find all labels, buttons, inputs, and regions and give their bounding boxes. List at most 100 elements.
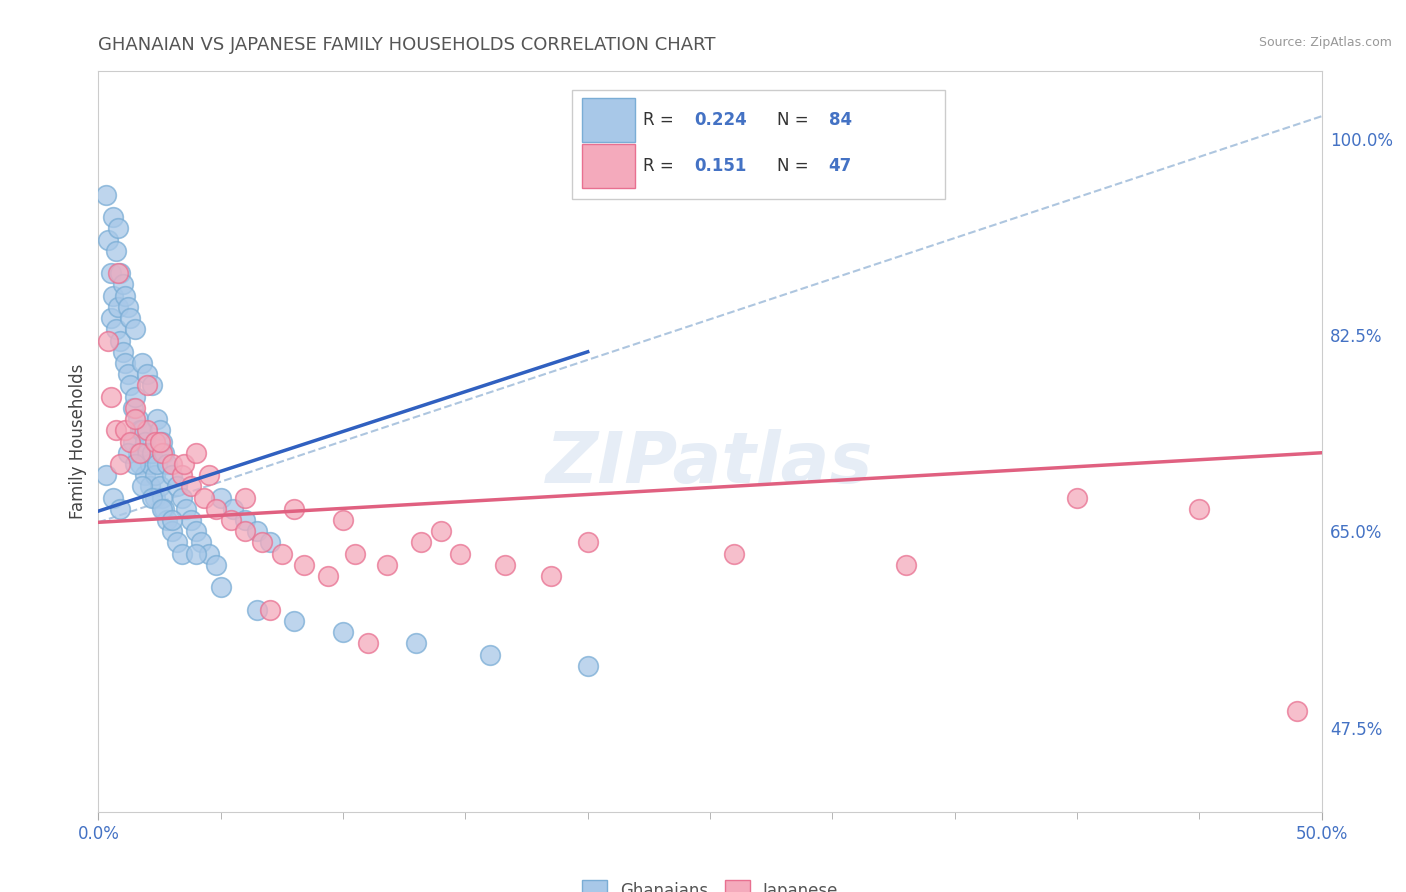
Point	[283, 501, 305, 516]
Point	[139, 457, 162, 471]
Point	[107, 221, 129, 235]
Point	[114, 356, 136, 370]
Point	[136, 446, 159, 460]
Point	[375, 558, 398, 572]
Text: ZIPatlas: ZIPatlas	[547, 429, 873, 499]
Point	[131, 356, 153, 370]
Point	[149, 434, 172, 449]
Point	[124, 401, 146, 415]
Point	[121, 401, 143, 415]
Point	[411, 535, 433, 549]
Point	[124, 412, 146, 426]
Point	[156, 457, 179, 471]
Point	[110, 457, 132, 471]
Point	[131, 423, 153, 437]
Point	[101, 491, 124, 505]
Point	[197, 468, 219, 483]
Point	[97, 334, 120, 348]
Point	[318, 569, 340, 583]
Text: 47: 47	[828, 157, 852, 175]
Point	[150, 501, 173, 516]
Point	[127, 412, 149, 426]
Point	[292, 558, 315, 572]
Y-axis label: Family Households: Family Households	[69, 364, 87, 519]
Point	[252, 535, 274, 549]
Point	[107, 300, 129, 314]
Point	[117, 446, 139, 460]
Point	[149, 479, 172, 493]
Point	[270, 547, 294, 561]
Point	[150, 491, 173, 505]
Point	[104, 423, 127, 437]
Text: 84: 84	[828, 112, 852, 129]
Point	[478, 648, 501, 662]
Point	[186, 524, 208, 539]
Point	[150, 434, 173, 449]
Point	[124, 322, 146, 336]
Point	[1066, 491, 1088, 505]
Point	[576, 659, 599, 673]
Point	[141, 378, 163, 392]
Text: R =: R =	[643, 112, 679, 129]
Point	[576, 535, 599, 549]
Point	[259, 603, 281, 617]
Point	[160, 513, 183, 527]
Point	[186, 446, 208, 460]
Point	[143, 468, 166, 483]
Point	[186, 547, 208, 561]
Point	[141, 446, 163, 460]
Point	[540, 569, 562, 583]
Point	[117, 368, 139, 382]
Point	[131, 479, 153, 493]
Point	[405, 636, 427, 650]
Point	[153, 446, 176, 460]
Point	[110, 501, 132, 516]
Point	[193, 491, 215, 505]
Point	[180, 479, 202, 493]
Point	[209, 491, 232, 505]
Point	[156, 513, 179, 527]
Point	[110, 334, 132, 348]
FancyBboxPatch shape	[582, 98, 636, 142]
Point	[124, 457, 146, 471]
Point	[121, 434, 143, 449]
Point	[170, 468, 193, 483]
Point	[107, 266, 129, 280]
Point	[124, 390, 146, 404]
Point	[101, 289, 124, 303]
Point	[233, 513, 256, 527]
Point	[233, 524, 256, 539]
Point	[94, 468, 117, 483]
Point	[111, 277, 134, 292]
Point	[166, 479, 188, 493]
Point	[104, 322, 127, 336]
Text: 0.224: 0.224	[695, 112, 747, 129]
Point	[136, 368, 159, 382]
Point	[180, 513, 202, 527]
Text: R =: R =	[643, 157, 679, 175]
Point	[197, 547, 219, 561]
Point	[894, 558, 917, 572]
Point	[450, 547, 472, 561]
Point	[120, 434, 142, 449]
Point	[143, 491, 166, 505]
Point	[170, 547, 193, 561]
Point	[94, 187, 117, 202]
Point	[356, 636, 378, 650]
Legend: Ghanaians, Japanese: Ghanaians, Japanese	[574, 871, 846, 892]
Point	[219, 513, 242, 527]
Point	[1286, 704, 1309, 718]
FancyBboxPatch shape	[582, 144, 636, 187]
Point	[190, 535, 212, 549]
Point	[246, 603, 269, 617]
FancyBboxPatch shape	[572, 90, 945, 200]
Point	[283, 614, 305, 628]
Point	[104, 244, 127, 258]
Point	[129, 457, 152, 471]
Point	[176, 501, 198, 516]
Point	[97, 233, 120, 247]
Point	[166, 535, 188, 549]
Point	[129, 446, 152, 460]
Point	[100, 311, 122, 326]
Text: Source: ZipAtlas.com: Source: ZipAtlas.com	[1258, 36, 1392, 49]
